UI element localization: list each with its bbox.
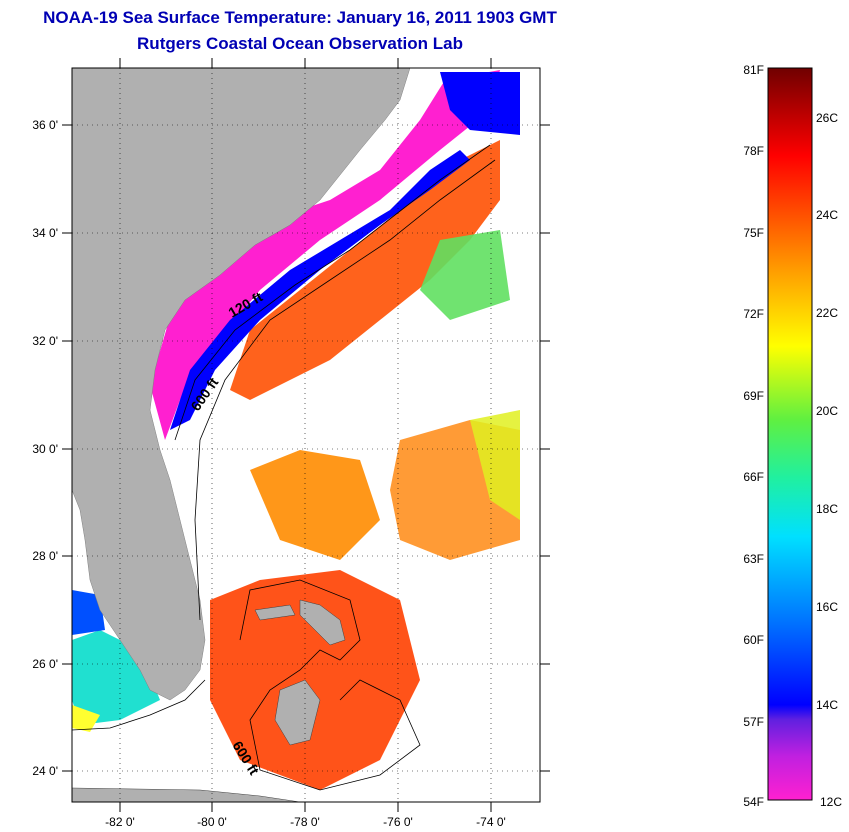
lat-label: 26 0'	[32, 657, 58, 671]
contour-120ft	[174, 144, 491, 441]
lat-lon-grid	[72, 68, 540, 802]
colorbar-f-label: 72F	[743, 307, 764, 321]
sst-coastal-blue	[170, 150, 470, 430]
colorbar-f-label: 57F	[743, 715, 764, 729]
colorbar-f-label: 60F	[743, 633, 764, 647]
lat-label: 24 0'	[32, 764, 58, 778]
lat-label: 30 0'	[32, 442, 58, 456]
sst-keys-blue	[72, 590, 105, 635]
contour-keys	[72, 679, 206, 731]
sst-keys-yellow	[72, 705, 100, 732]
lon-label: -78 0'	[290, 815, 320, 829]
map-title: NOAA-19 Sea Surface Temperature: January…	[43, 8, 557, 27]
land-bahamas-andros	[274, 679, 321, 746]
land-bahamas-abaco	[299, 599, 346, 646]
sst-ne-blue	[440, 72, 520, 135]
contour-bahamas	[239, 579, 421, 791]
colorbar-c-label: 16C	[816, 600, 838, 614]
colorbar-f-label: 78F	[743, 144, 764, 158]
colorbar-c-label: 22C	[816, 306, 838, 320]
colorbar-f-label: 63F	[743, 552, 764, 566]
sst-central-orange	[250, 450, 380, 560]
colorbar-c-label: 20C	[816, 404, 838, 418]
lon-label: -80 0'	[197, 815, 227, 829]
colorbar-f-label: 54F	[743, 795, 764, 809]
contour-600ft	[194, 159, 496, 621]
land-cuba	[72, 787, 301, 802]
colorbar-c-label: 26C	[816, 111, 838, 125]
colorbar-c-label: 14C	[816, 698, 838, 712]
lon-label: -76 0'	[383, 815, 413, 829]
lon-label: -74 0'	[476, 815, 506, 829]
map-subtitle: Rutgers Coastal Ocean Observation Lab	[137, 34, 463, 53]
sst-offshore-green	[420, 230, 510, 320]
land-bahamas-grand	[254, 604, 296, 621]
lon-label: -82 0'	[105, 815, 135, 829]
colorbar-f-label: 66F	[743, 470, 764, 484]
colorbar-f-label: 81F	[743, 63, 764, 77]
colorbar-c-label: 18C	[816, 502, 838, 516]
axis-ticks	[62, 58, 550, 812]
land-southeast-us	[72, 68, 411, 701]
colorbar-f-label: 69F	[743, 389, 764, 403]
sst-south-red	[210, 570, 420, 790]
sst-coastal-magenta	[150, 70, 500, 440]
sst-gulf-stream-region	[230, 140, 500, 400]
sst-east-yellow	[470, 410, 520, 520]
temperature-colorbar	[767, 67, 813, 801]
colorbar-c-label: 24C	[816, 208, 838, 222]
lat-label: 34 0'	[32, 226, 58, 240]
colorbar-c-label: 12C	[820, 795, 842, 809]
lat-label: 36 0'	[32, 118, 58, 132]
lat-label: 32 0'	[32, 334, 58, 348]
lat-label: 28 0'	[32, 549, 58, 563]
colorbar-f-label: 75F	[743, 226, 764, 240]
